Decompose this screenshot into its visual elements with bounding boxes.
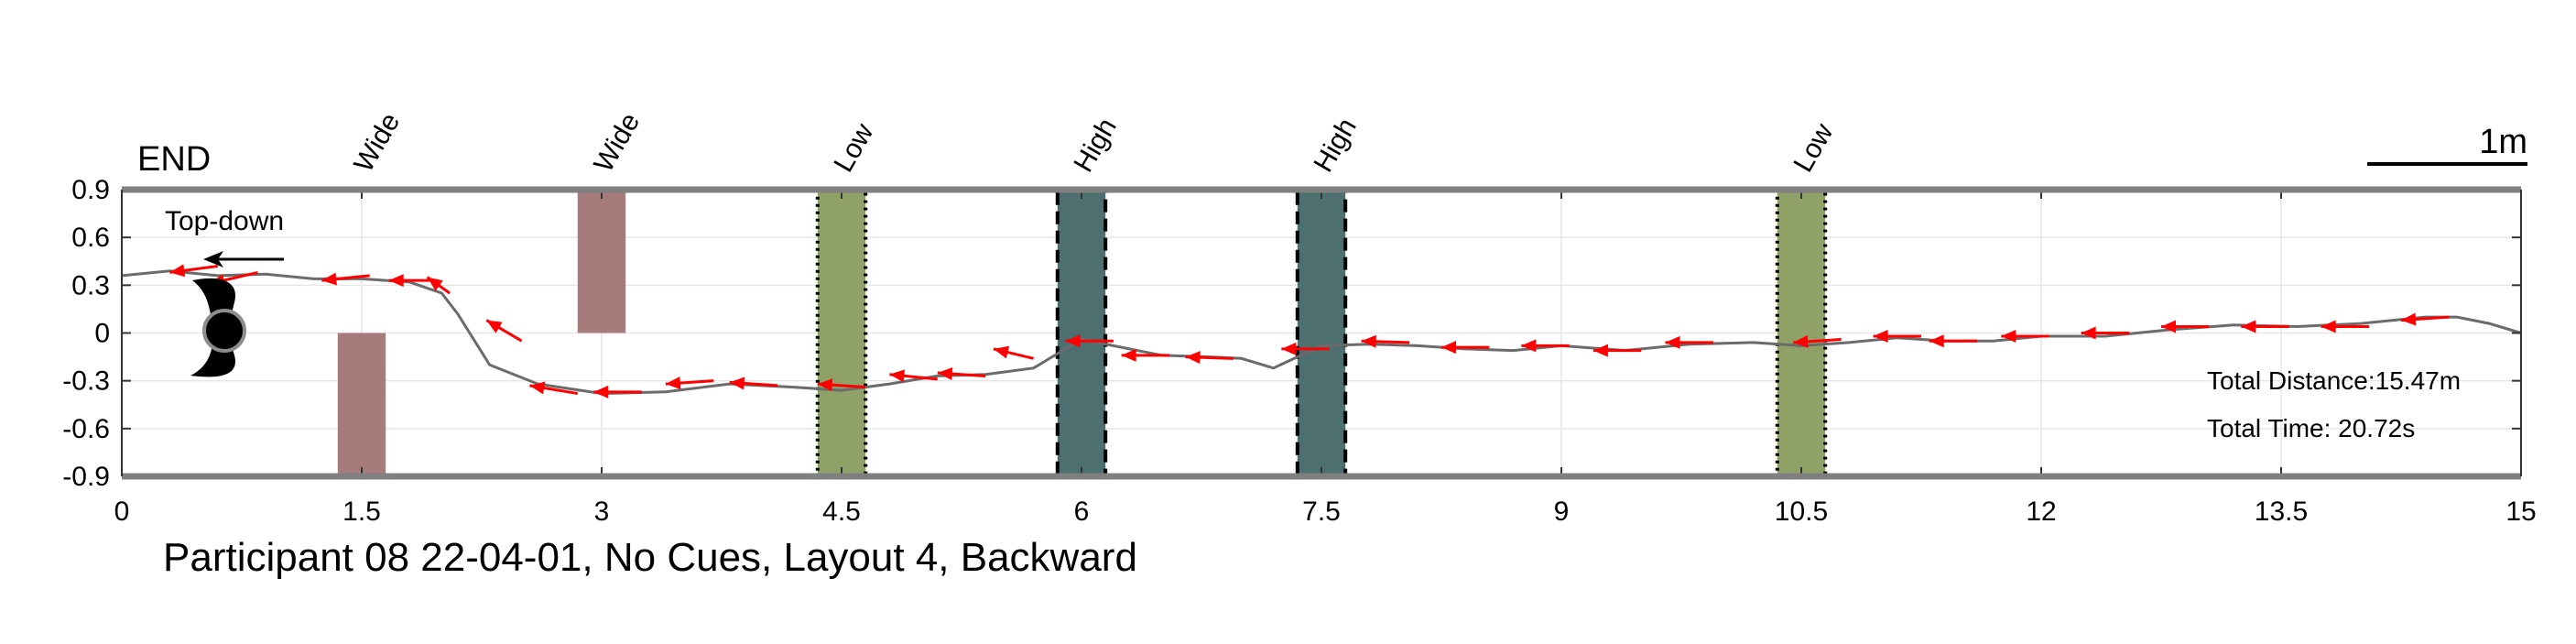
heading-arrowhead bbox=[1592, 344, 1608, 357]
y-tick-label: 0 bbox=[94, 319, 110, 349]
obstacle-low bbox=[815, 188, 868, 478]
x-tick-label: 9 bbox=[1554, 497, 1570, 527]
heading-arrowhead bbox=[2321, 320, 2336, 333]
heading-arrowhead bbox=[2161, 320, 2176, 333]
y-tick-label: 0.3 bbox=[71, 270, 110, 300]
chart-title: Participant 08 22-04-01, No Cues, Layout… bbox=[163, 535, 1137, 580]
obstacle-low bbox=[1775, 188, 1828, 478]
total-distance: Total Distance:15.47m bbox=[2207, 366, 2461, 395]
heading-arrowhead bbox=[2001, 329, 2016, 343]
x-tick-label: 4.5 bbox=[822, 497, 861, 527]
obstacle-label: Wide bbox=[348, 108, 406, 178]
heading-arrowhead bbox=[729, 377, 745, 390]
orientation-indicator: Top-down bbox=[165, 206, 284, 377]
obstacle-label: Low bbox=[1788, 118, 1839, 177]
obstacle-label: High bbox=[1308, 114, 1362, 178]
heading-arrowhead bbox=[1873, 329, 1888, 343]
heading-arrowhead bbox=[1929, 334, 1944, 348]
heading-arrowhead bbox=[427, 277, 443, 291]
y-tick-label: 0.6 bbox=[71, 223, 110, 253]
heading-arrowhead bbox=[388, 274, 404, 288]
obstacle-label: High bbox=[1068, 114, 1122, 178]
trajectory-line bbox=[121, 269, 2522, 396]
heading-arrowhead bbox=[1185, 351, 1201, 365]
heading-arrowhead bbox=[321, 272, 337, 286]
x-tick-label: 10.5 bbox=[1775, 497, 1828, 527]
scale-bar-label: 1m bbox=[2479, 123, 2527, 161]
heading-arrowhead bbox=[2081, 326, 2096, 340]
heading-arrowhead bbox=[169, 264, 186, 278]
x-tick-label: 13.5 bbox=[2255, 497, 2308, 527]
heading-arrows bbox=[169, 264, 2450, 398]
heading-arrowhead bbox=[2401, 312, 2417, 326]
heading-arrowhead bbox=[593, 385, 609, 398]
y-tick-label: -0.6 bbox=[62, 414, 110, 444]
orientation-label: Top-down bbox=[165, 206, 284, 236]
heading-arrowhead bbox=[1665, 335, 1680, 349]
heading-arrowhead bbox=[1361, 334, 1376, 348]
heading-arrowhead bbox=[665, 377, 681, 390]
obstacle-high bbox=[1055, 188, 1108, 478]
y-tick-label: -0.9 bbox=[62, 462, 110, 492]
x-tick-label: 6 bbox=[1074, 497, 1090, 527]
orientation-arrowhead bbox=[203, 251, 223, 267]
obstacle-high bbox=[1295, 188, 1348, 478]
obstacle-label: Wide bbox=[588, 108, 646, 178]
walker-head-icon bbox=[202, 309, 246, 353]
heading-arrowhead bbox=[1521, 339, 1537, 353]
x-tick-label: 0 bbox=[114, 497, 130, 527]
heading-arrowhead bbox=[993, 345, 1010, 359]
heading-arrowhead bbox=[1121, 348, 1136, 362]
obstacle-label: Low bbox=[828, 118, 879, 177]
x-tick-label: 1.5 bbox=[342, 497, 381, 527]
heading-arrowhead bbox=[486, 320, 503, 333]
trajectory bbox=[121, 269, 2522, 396]
scale-bar: 1m bbox=[2367, 123, 2527, 166]
heading-arrowhead bbox=[1793, 334, 1809, 348]
obstacle-wide bbox=[337, 333, 386, 476]
end-label: END bbox=[137, 140, 211, 179]
obstacles bbox=[337, 188, 1828, 478]
heading-arrowhead bbox=[529, 381, 546, 395]
x-tick-label: 3 bbox=[594, 497, 610, 527]
heading-arrowhead bbox=[1441, 341, 1456, 355]
obstacle-wide bbox=[577, 190, 626, 333]
heading-arrowhead bbox=[2241, 320, 2256, 333]
heading-arrowhead bbox=[1281, 342, 1297, 355]
x-tick-label: 7.5 bbox=[1302, 497, 1341, 527]
heading-arrowhead bbox=[817, 378, 833, 392]
heading-arrowhead bbox=[889, 369, 906, 383]
heading-arrowhead bbox=[937, 367, 953, 381]
y-tick-label: -0.3 bbox=[62, 366, 110, 397]
x-tick-label: 15 bbox=[2505, 497, 2536, 527]
x-tick-label: 12 bbox=[2026, 497, 2056, 527]
heading-arrowhead bbox=[1065, 334, 1081, 348]
total-time: Total Time: 20.72s bbox=[2207, 414, 2415, 442]
y-tick-label: 0.9 bbox=[71, 175, 110, 205]
